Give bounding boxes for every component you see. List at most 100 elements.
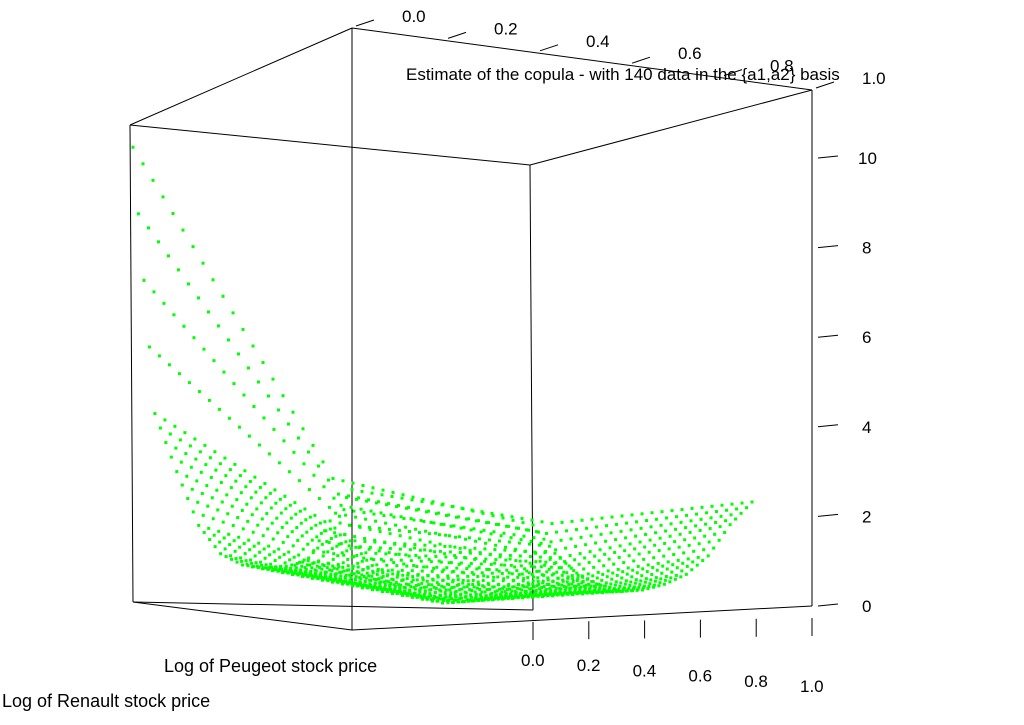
surface-point <box>699 517 703 521</box>
surface-point <box>567 564 571 568</box>
surface-point <box>661 564 665 568</box>
surface-point <box>543 589 547 593</box>
surface-point <box>466 579 470 583</box>
surface-point <box>411 595 414 599</box>
surface-point <box>480 510 484 514</box>
surface-point <box>387 588 391 592</box>
surface-point <box>465 585 469 589</box>
surface-point <box>710 504 714 508</box>
surface-point <box>497 583 501 587</box>
surface-point <box>662 582 666 586</box>
surface-point <box>473 546 477 550</box>
surface-point <box>540 573 544 577</box>
surface-point <box>451 600 454 604</box>
surface-point <box>438 542 442 546</box>
surface-point <box>209 475 213 479</box>
surface-point <box>559 591 563 595</box>
surface-point <box>241 527 245 531</box>
surface-point <box>530 572 534 576</box>
surface-point <box>514 593 518 597</box>
surface-point <box>696 555 700 559</box>
surface-point <box>694 524 698 528</box>
surface-point <box>531 579 535 583</box>
surface-point <box>670 509 674 513</box>
surface-point <box>413 546 417 550</box>
surface-point <box>377 577 381 581</box>
surface-point <box>683 538 687 542</box>
surface-point <box>254 490 258 494</box>
surface-point <box>176 268 180 272</box>
surface-point <box>501 586 505 590</box>
surface-point <box>554 586 558 590</box>
surface-point <box>375 501 379 505</box>
surface-point <box>208 456 212 460</box>
surface-point <box>400 591 404 595</box>
surface-point <box>704 522 708 526</box>
surface-point <box>329 572 333 576</box>
surface-point <box>464 594 468 598</box>
surface-point <box>624 536 628 540</box>
surface-point <box>467 583 471 587</box>
surface-point <box>274 565 278 569</box>
surface-point <box>384 521 388 525</box>
surface-point <box>395 564 399 568</box>
surface-point <box>318 521 322 525</box>
surface-point <box>308 563 312 567</box>
surface-point <box>529 539 533 543</box>
surface-point <box>454 595 458 599</box>
surface-point <box>171 212 175 215</box>
surface-point <box>516 526 520 530</box>
surface-point <box>561 579 565 583</box>
surface-point <box>399 558 403 562</box>
surface-point <box>474 557 478 561</box>
surface-point <box>490 571 494 575</box>
surface-point <box>319 531 323 535</box>
surface-point <box>654 531 658 535</box>
x-axis-label: Log of Peugeot stock price <box>164 656 377 676</box>
surface-point <box>496 522 500 526</box>
y-axis-label: Log of Renault stock price <box>2 691 210 711</box>
surface-point <box>647 550 651 554</box>
surface-point <box>421 597 424 601</box>
surface-point <box>141 162 145 166</box>
surface-point <box>487 583 491 587</box>
surface-point <box>295 526 299 530</box>
surface-point <box>364 583 368 587</box>
surface-point <box>510 515 514 519</box>
surface-point <box>673 577 677 581</box>
surface-point <box>668 534 672 538</box>
surface-point <box>656 561 660 565</box>
surface-point <box>409 585 413 589</box>
surface-point <box>609 582 613 586</box>
surface-point <box>689 519 693 523</box>
surface-point <box>328 527 332 531</box>
surface-point <box>179 460 183 464</box>
surface-point <box>354 515 358 519</box>
surface-point <box>231 524 235 527</box>
surface-point <box>352 509 356 513</box>
surface-point <box>284 567 288 571</box>
surface-point <box>301 427 305 431</box>
surface-point <box>377 549 381 553</box>
surface-point <box>443 591 447 595</box>
surface-point <box>316 546 320 550</box>
surface-point <box>352 572 356 576</box>
surface-point <box>426 509 430 513</box>
surface-point <box>675 515 679 519</box>
surface-point <box>393 541 397 545</box>
surface-point <box>401 573 405 577</box>
surface-point <box>708 527 712 531</box>
surface-point <box>645 519 649 523</box>
surface-point <box>622 561 626 565</box>
surface-point <box>434 586 438 590</box>
surface-point <box>174 446 178 450</box>
surface-point <box>429 560 433 564</box>
surface-point <box>447 561 451 565</box>
y-tick-mark <box>355 19 375 27</box>
surface-point <box>172 313 176 317</box>
surface-point <box>450 597 454 601</box>
surface-point <box>368 582 372 586</box>
surface-point <box>386 573 390 577</box>
surface-point <box>223 456 227 460</box>
